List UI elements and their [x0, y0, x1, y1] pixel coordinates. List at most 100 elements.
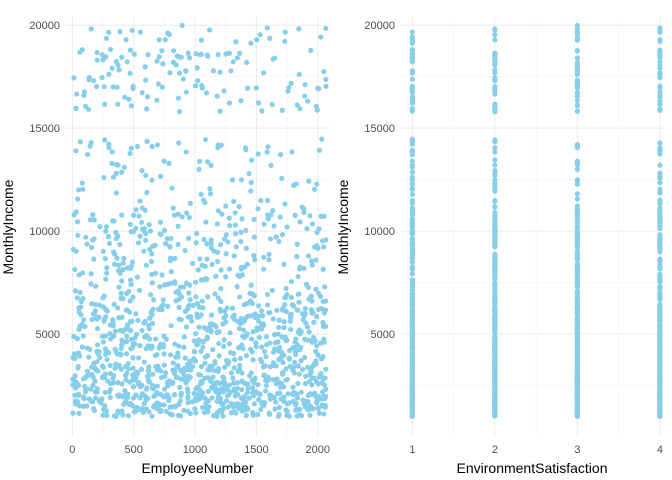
data-point — [574, 64, 580, 70]
data-point — [253, 340, 259, 346]
data-point — [294, 102, 300, 108]
data-point — [161, 402, 167, 408]
data-point — [219, 211, 225, 217]
data-point — [285, 391, 291, 397]
data-point — [298, 358, 304, 364]
data-point — [184, 280, 190, 286]
data-point — [86, 354, 92, 360]
data-point — [175, 241, 181, 248]
data-point — [90, 382, 96, 388]
data-point — [119, 408, 125, 414]
data-point — [492, 240, 498, 246]
data-point — [574, 235, 580, 242]
data-point — [106, 240, 113, 247]
data-point — [492, 84, 498, 90]
data-point — [492, 105, 498, 111]
data-point — [171, 392, 178, 398]
data-point — [168, 255, 174, 261]
data-point — [409, 258, 415, 265]
data-point — [200, 197, 207, 203]
data-point — [657, 379, 663, 386]
data-point — [145, 367, 151, 374]
data-point — [149, 280, 155, 286]
data-point — [91, 256, 97, 262]
data-point — [184, 386, 191, 392]
data-point — [196, 158, 203, 164]
data-point — [109, 160, 115, 166]
data-point — [294, 406, 300, 413]
data-point — [283, 285, 289, 292]
data-point — [270, 208, 276, 214]
data-point — [245, 381, 251, 387]
data-point — [259, 359, 265, 365]
data-point — [409, 169, 415, 175]
data-point — [113, 235, 119, 242]
data-point — [113, 361, 119, 367]
data-point — [657, 248, 663, 254]
data-point — [204, 241, 210, 247]
data-point — [307, 213, 313, 219]
data-point — [306, 296, 312, 302]
data-point — [409, 181, 415, 187]
data-point — [139, 327, 145, 334]
data-point — [94, 49, 100, 56]
data-point — [294, 395, 301, 401]
data-point — [75, 350, 82, 356]
data-point — [176, 343, 182, 349]
data-point — [242, 145, 249, 151]
data-point — [657, 272, 663, 278]
data-point — [409, 68, 415, 74]
data-point — [292, 212, 298, 218]
data-point — [175, 354, 181, 360]
data-point — [276, 344, 283, 351]
data-point — [657, 201, 663, 207]
data-point — [263, 354, 269, 360]
data-point — [312, 244, 318, 250]
data-point — [232, 357, 238, 363]
data-point — [409, 186, 415, 193]
data-point — [270, 316, 276, 322]
data-point — [282, 29, 288, 35]
data-point — [273, 234, 279, 240]
data-point — [314, 398, 320, 404]
data-point — [306, 329, 312, 335]
data-point — [265, 144, 271, 150]
data-point — [218, 286, 224, 292]
data-point — [288, 295, 294, 301]
data-point — [297, 219, 303, 225]
data-point — [256, 318, 262, 324]
data-point — [409, 332, 415, 338]
data-point — [409, 207, 415, 213]
data-point — [120, 296, 126, 302]
data-point — [130, 85, 136, 92]
data-point — [302, 305, 308, 312]
data-point — [317, 293, 324, 300]
data-point — [307, 403, 313, 409]
data-point — [289, 149, 295, 155]
data-point — [574, 248, 580, 254]
data-point — [303, 281, 310, 287]
data-point — [94, 325, 101, 332]
data-point — [492, 398, 498, 404]
data-point — [181, 334, 187, 340]
data-point — [322, 323, 329, 330]
data-point — [167, 70, 173, 76]
data-point — [248, 188, 254, 194]
data-point — [198, 191, 204, 197]
data-point — [116, 315, 122, 321]
data-point — [116, 262, 122, 268]
data-point — [163, 408, 170, 415]
data-point — [122, 326, 128, 332]
data-point — [309, 258, 315, 264]
x-tick-label: 2 — [492, 444, 498, 456]
data-point — [127, 327, 133, 333]
x-tick-label: 0 — [69, 444, 75, 456]
data-point — [295, 291, 301, 297]
data-point — [150, 371, 156, 377]
data-point — [254, 325, 260, 331]
data-point — [176, 316, 182, 322]
data-point — [154, 97, 160, 103]
data-point — [202, 136, 209, 143]
data-point — [210, 347, 216, 353]
data-point — [222, 382, 228, 388]
